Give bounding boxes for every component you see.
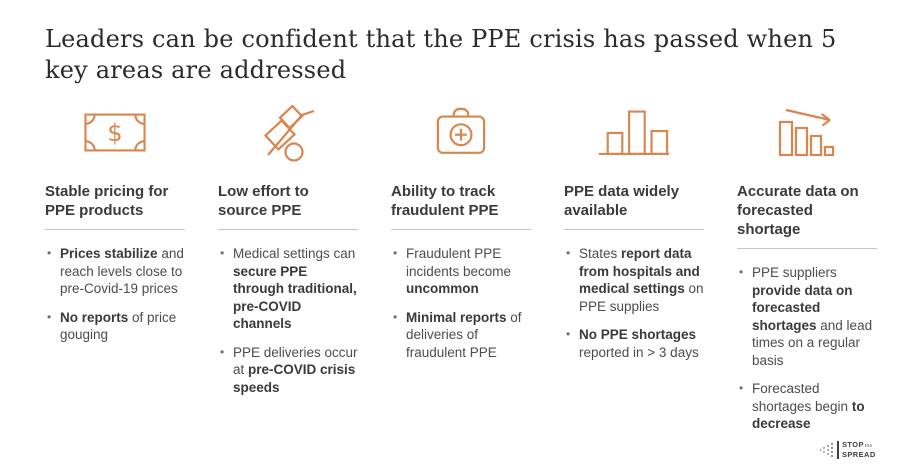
bullet-item: Forecasted shortages begin to decrease	[737, 380, 877, 433]
bullet-text: reported in > 3 days	[579, 344, 699, 360]
key-area-column: $ Stable pricing for PPE products Prices …	[45, 99, 185, 444]
logo-divider	[837, 440, 839, 459]
bullet-text-bold: secure PPE through traditional, pre-COVI…	[233, 263, 357, 332]
column-bullet-list: Medical settings can secure PPE through …	[218, 245, 358, 396]
column-heading: Stable pricing for PPE products	[45, 182, 185, 230]
bullet-text: Fraudulent PPE incidents become	[406, 246, 512, 279]
bullet-text: Medical settings can	[233, 246, 356, 261]
bullet-item: Minimal reports of deliveries of fraudul…	[391, 309, 531, 362]
key-area-column: PPE data widely available States report d…	[564, 99, 704, 444]
bullet-item: Medical settings can secure PPE through …	[218, 245, 358, 333]
bullet-text-bold: uncommon	[406, 281, 479, 296]
column-icon-box	[737, 99, 877, 165]
column-bullet-list: States report data from hospitals and me…	[564, 245, 704, 361]
bullet-text-bold: provide data on forecasted shortages	[752, 282, 853, 333]
column-heading: Low effort to source PPE	[218, 182, 358, 230]
bullet-text: and reach levels close to pre-Covid-19 p…	[60, 246, 184, 296]
column-bullet-list: Fraudulent PPE incidents become uncommon…	[391, 245, 531, 361]
bullet-text-bold: No reports	[60, 309, 129, 325]
column-icon-box	[391, 99, 531, 165]
hand-truck-icon	[263, 104, 315, 162]
bullet-text: and lead times on a regular basis	[752, 317, 873, 368]
logo-word-the: the	[864, 443, 873, 448]
column-bullet-list: Prices stabilize and reach levels close …	[45, 245, 185, 344]
bullet-text: PPE suppliers	[752, 265, 837, 280]
key-area-column: Low effort to source PPE Medical settings…	[218, 99, 358, 444]
slide-title: Leaders can be confident that the PPE cr…	[45, 25, 837, 85]
bullet-item: PPE suppliers provide data on forecasted…	[737, 264, 877, 369]
column-heading: PPE data widely available	[564, 182, 704, 230]
column-icon-box: $	[45, 99, 185, 165]
column-icon-box	[218, 99, 358, 165]
declining-bar-chart-icon	[778, 108, 835, 157]
bullet-item: Fraudulent PPE incidents become uncommon	[391, 245, 531, 298]
bullet-item: Prices stabilize and reach levels close …	[45, 245, 185, 298]
bullet-item: States report data from hospitals and me…	[564, 245, 704, 315]
bullet-text: of price gouging	[60, 309, 177, 343]
bullet-text: States	[579, 246, 622, 261]
bullet-item: No PPE shortages reported in > 3 days	[564, 326, 704, 361]
bullet-text-bold: No PPE shortages	[579, 327, 697, 342]
key-area-column: Accurate data on forecasted shortage PPE …	[737, 99, 877, 444]
key-area-column: Ability to track fraudulent PPE Fraudulen…	[391, 99, 531, 444]
bullet-item: No reports of price gouging	[45, 309, 185, 344]
column-heading: Ability to track fraudulent PPE	[391, 182, 531, 230]
logo-word-spread: SPREAD	[842, 450, 876, 459]
dollar-bill-icon: $	[84, 113, 146, 151]
bar-chart-icon	[598, 110, 670, 155]
column-bullet-list: PPE suppliers provide data on forecasted…	[737, 264, 877, 433]
bullet-text: Forecasted shortages begin	[752, 381, 852, 414]
bullet-text-bold: Prices stabilize	[60, 246, 158, 261]
bullet-text-bold: to decrease	[752, 398, 865, 432]
stop-the-spread-logo: STOPthe SPREAD	[819, 440, 876, 459]
bullet-text: PPE deliveries occur at	[233, 344, 358, 378]
logo-word-stop: STOP	[842, 440, 864, 449]
bullet-text: on PPE supplies	[579, 281, 704, 314]
bullet-text-bold: pre-COVID crisis speeds	[233, 362, 356, 395]
logo-text: STOPthe SPREAD	[842, 440, 876, 459]
first-aid-kit-icon	[436, 107, 486, 154]
column-icon-box	[564, 99, 704, 165]
key-areas-columns: $ Stable pricing for PPE products Prices …	[45, 99, 877, 444]
svg-text:$: $	[107, 119, 122, 147]
bullet-text: of deliveries of fraudulent PPE	[406, 309, 522, 360]
bullet-text-bold: Minimal reports	[406, 309, 507, 325]
halftone-dots-icon	[819, 443, 833, 457]
bullet-text-bold: report data from hospitals and medical s…	[579, 246, 700, 296]
logo-line1: STOPthe	[842, 440, 876, 450]
bullet-item: PPE deliveries occur at pre-COVID crisis…	[218, 344, 358, 397]
column-heading: Accurate data on forecasted shortage	[737, 182, 877, 249]
